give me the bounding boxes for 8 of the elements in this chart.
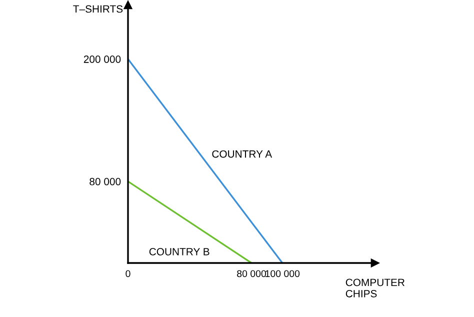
y-axis-title: T–SHIRTS — [73, 5, 123, 13]
x-tick-label: 0 — [126, 270, 130, 278]
x-axis-title: COMPUTER CHIPS — [346, 278, 404, 298]
x-tick-label: 100 000 — [266, 270, 300, 278]
y-tick-label: 200 000 — [84, 56, 121, 63]
series-label: COUNTRY A — [212, 150, 272, 158]
x-tick-label: 80 000 — [237, 270, 266, 278]
series-label: COUNTRY B — [149, 248, 210, 256]
